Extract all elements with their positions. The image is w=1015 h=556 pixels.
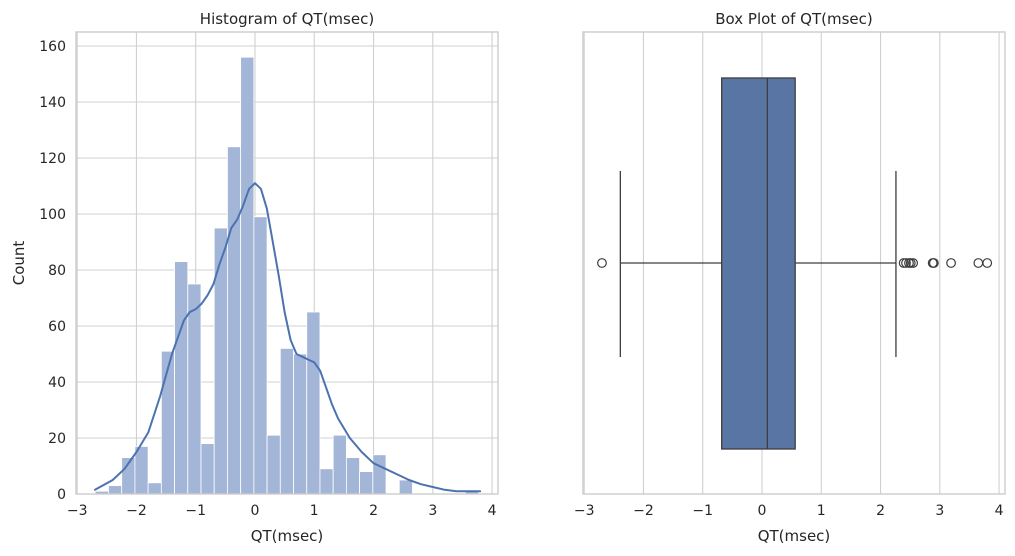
histogram-kde-line: [94, 182, 482, 493]
histogram-y-tick-label: 120: [39, 151, 66, 167]
histogram-bar: [319, 468, 334, 495]
histogram-x-tick-label: −3: [67, 503, 88, 519]
histogram-y-label: Count: [10, 241, 28, 286]
histogram-x-tick-label: −1: [185, 503, 206, 519]
boxplot-outlier-point: [901, 258, 911, 268]
boxplot-x-tick-label: 3: [935, 503, 944, 519]
boxplot-x-tick-label: 1: [817, 503, 826, 519]
boxplot-title: Box Plot of QT(msec): [715, 10, 873, 28]
boxplot-outlier-point: [905, 258, 916, 268]
histogram-x-tick-label: 1: [310, 503, 319, 519]
histogram-x-tick-label: 3: [428, 503, 437, 519]
histogram-y-tick-label: 80: [48, 263, 66, 279]
boxplot-outlier-point: [928, 258, 939, 268]
histogram-x-label: QT(msec): [251, 527, 324, 545]
histogram-y-tick-label: 60: [48, 319, 66, 335]
histogram-x-tick-labels: −3 −2 −1 0 1 2 3 4: [67, 503, 497, 519]
histogram-bar: [200, 443, 215, 495]
histogram-title: Histogram of QT(msec): [200, 10, 374, 28]
histogram-bar: [359, 471, 374, 495]
histogram-bar: [147, 482, 162, 495]
histogram-y-tick-label: 0: [57, 487, 66, 503]
histogram-bar: [372, 454, 387, 495]
boxplot-x-tick-labels: −3 −2 −1 0 1 2 3 4: [574, 503, 1004, 519]
histogram-bar: [187, 283, 202, 495]
boxplot-panel: −3 −2 −1 0 1 2 3 4 Box Plot of QT(msec) QT(msec…: [574, 10, 1006, 545]
boxplot-outlier-point: [597, 258, 607, 268]
boxplot-x-label: QT(msec): [758, 527, 831, 545]
histogram-panel: −3 −2 −1 0 1 2 3 4 0 20 40 60 80 100 120 140 160 Histog…: [10, 10, 499, 545]
boxplot-x-tick-label: 2: [876, 503, 885, 519]
histogram-bar: [306, 311, 321, 495]
boxplot-outlier-point: [982, 258, 993, 268]
histogram-bar: [108, 485, 123, 495]
boxplot-box: [721, 77, 796, 450]
boxplot-frame: [582, 31, 1006, 495]
histogram-bar: [332, 434, 347, 495]
boxplot-x-tick-label: 0: [758, 503, 767, 519]
boxplot-outlier-point: [946, 258, 956, 268]
histogram-kde: [94, 182, 482, 493]
histogram-bar: [240, 56, 255, 495]
histogram-y-tick-label: 20: [48, 431, 66, 447]
histogram-y-tick-label: 140: [39, 95, 66, 111]
histogram-bar: [253, 216, 268, 495]
boxplot-outlier-point: [898, 258, 909, 268]
histogram-y-tick-label: 40: [48, 375, 66, 391]
histogram-bar: [160, 350, 175, 495]
boxplot-x-tick-label: −2: [633, 503, 654, 519]
boxplot-outlier-point: [908, 258, 919, 268]
histogram-x-tick-label: 0: [251, 503, 260, 519]
boxplot-body: [597, 77, 993, 450]
boxplot-x-tick-label: 4: [995, 503, 1004, 519]
histogram-x-tick-label: −2: [126, 503, 147, 519]
histogram-bar: [174, 261, 189, 495]
histogram-bar: [227, 146, 242, 495]
histogram-bar: [293, 353, 308, 495]
histogram-bar: [134, 445, 149, 495]
histogram-bar: [398, 479, 413, 495]
histogram-x-tick-label: 2: [369, 503, 378, 519]
histogram-bar: [213, 227, 228, 495]
boxplot-x-tick-label: −1: [692, 503, 713, 519]
histogram-y-tick-labels: 0 20 40 60 80 100 120 140 160: [39, 39, 66, 503]
histogram-y-tick-label: 160: [39, 39, 66, 55]
histogram-frame: [75, 31, 499, 495]
histogram-x-tick-label: 4: [488, 503, 497, 519]
boxplot-x-tick-label: −3: [574, 503, 595, 519]
histogram-y-tick-label: 100: [39, 207, 66, 223]
histogram-bar: [279, 347, 294, 495]
histogram-bar: [345, 457, 361, 495]
histogram-bar: [266, 434, 281, 495]
